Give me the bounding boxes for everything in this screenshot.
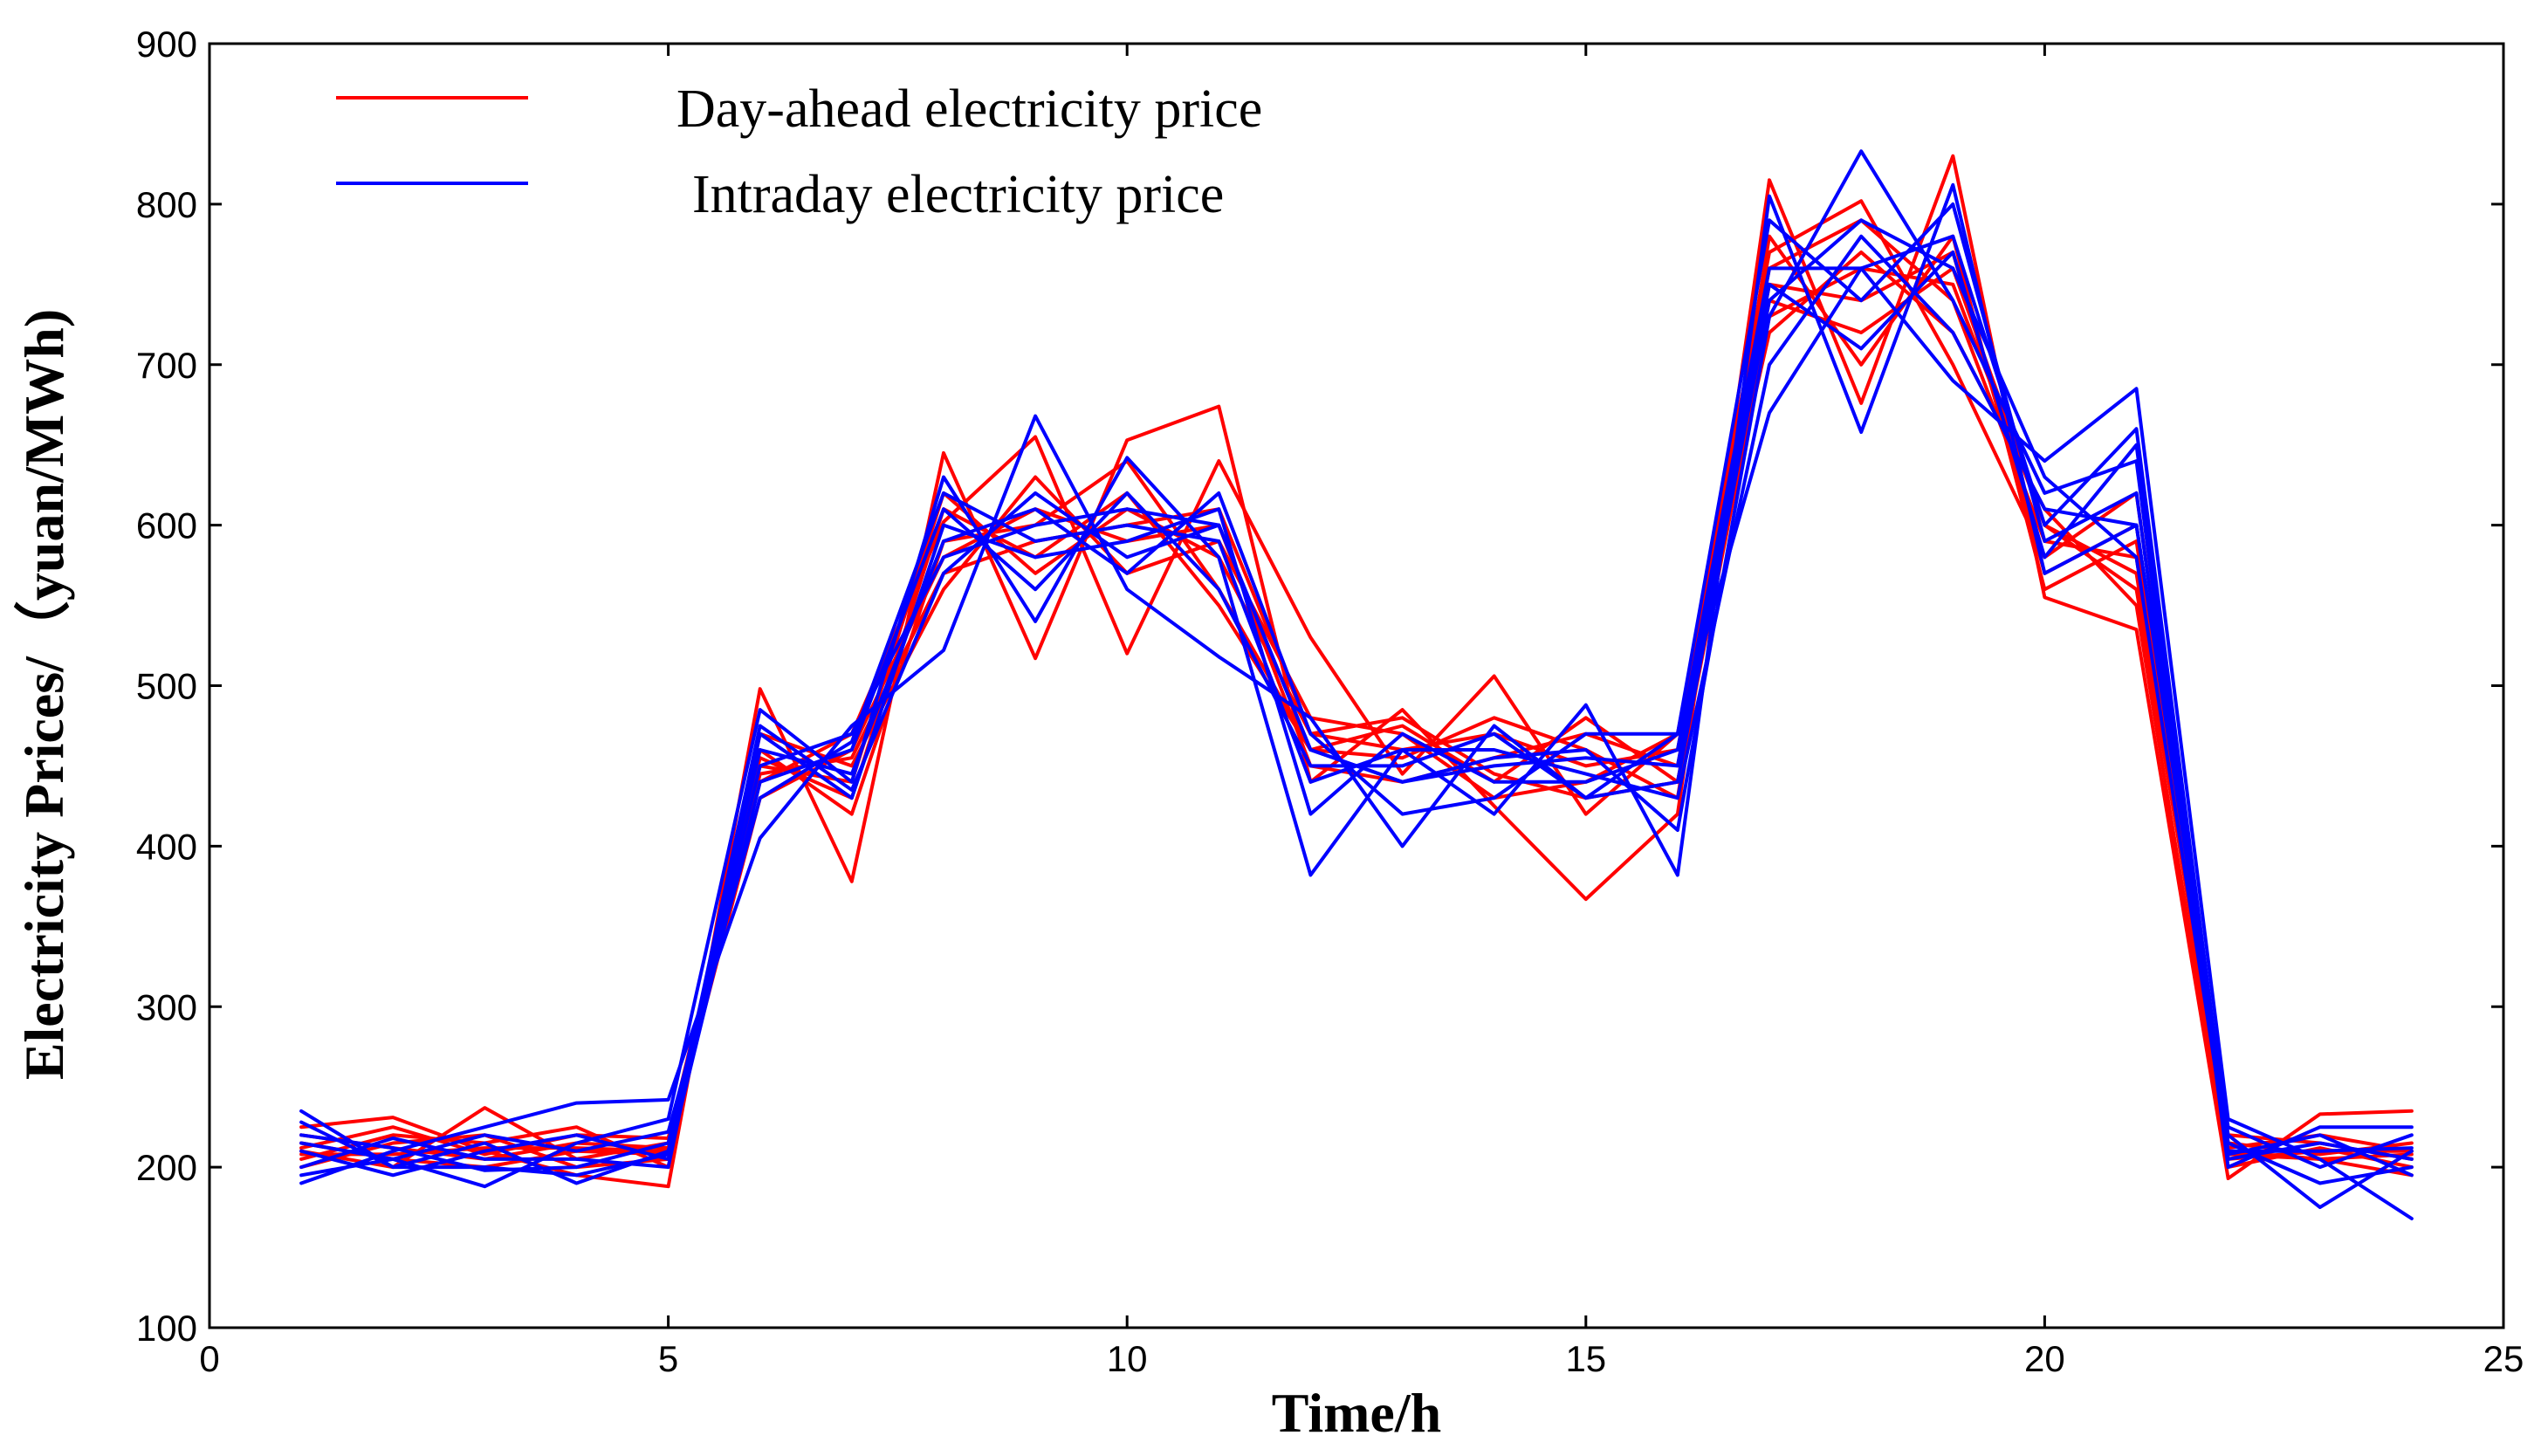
y-tick-label: 200 — [136, 1147, 197, 1188]
series-group — [299, 149, 2414, 1220]
y-axis-title: Electricity Prices/（yuan/MWh) — [13, 309, 75, 1080]
y-tick-label: 600 — [136, 505, 197, 546]
series-line-intraday-15 — [299, 251, 2414, 1178]
legend-label-intraday: Intraday electricity price — [692, 165, 1224, 224]
x-tick-label: 15 — [1565, 1338, 1606, 1379]
series-line-intraday-13 — [299, 202, 2414, 1172]
x-tick-label: 5 — [658, 1338, 678, 1379]
series-line-intraday-8 — [299, 266, 2414, 1220]
y-tick-label: 400 — [136, 826, 197, 867]
y-tick-label: 300 — [136, 986, 197, 1027]
x-tick-label: 0 — [199, 1338, 219, 1379]
x-axis-title: Time/h — [1272, 1382, 1441, 1444]
y-axis-ticks: 100 200 300 400 500 600 700 800 900 — [136, 24, 2503, 1349]
y-tick-label: 100 — [136, 1308, 197, 1349]
series-line-day-ahead-0 — [299, 154, 2414, 1189]
series-line-intraday-9 — [299, 182, 2414, 1210]
y-tick-label: 700 — [136, 345, 197, 386]
y-tick-label: 900 — [136, 24, 197, 65]
x-tick-label: 10 — [1107, 1338, 1148, 1379]
legend: Day-ahead electricity price Intraday ele… — [336, 79, 1262, 224]
y-tick-label: 800 — [136, 184, 197, 225]
legend-label-day-ahead: Day-ahead electricity price — [676, 79, 1262, 139]
y-tick-label: 500 — [136, 666, 197, 707]
x-tick-label: 20 — [2024, 1338, 2065, 1379]
series-line-day-ahead-6 — [299, 234, 2414, 1157]
x-axis-ticks: 0 5 10 15 20 25 — [199, 44, 2524, 1379]
x-tick-label: 25 — [2483, 1338, 2524, 1379]
